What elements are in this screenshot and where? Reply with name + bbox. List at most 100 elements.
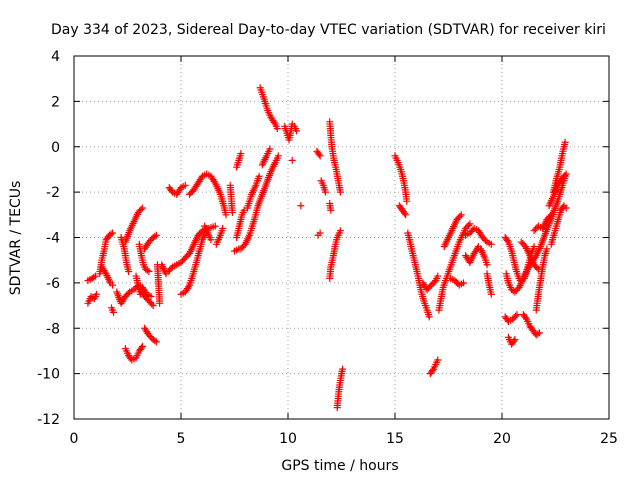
y-axis-ticks: -12 -10 -8 -6 -4 -2 0 2 4 [37,49,609,428]
data-point-marker [510,337,518,345]
data-point-marker [137,344,145,352]
data-point-marker [482,237,490,245]
data-point-marker [137,206,145,214]
y-tick-label: -8 [46,321,60,337]
data-point-marker [487,240,495,248]
data-point-marker [148,300,156,308]
data-points [84,84,570,412]
data-point-marker [109,281,117,289]
data-point-marker [149,302,157,310]
data-point-marker [297,202,305,210]
chart-title: Day 334 of 2023, Sidereal Day-to-day VTE… [51,22,606,38]
x-axis-title: GPS time / hours [281,458,398,474]
data-point-marker [547,211,555,219]
data-point-marker [145,268,153,276]
data-point-marker [219,224,227,232]
data-point-marker [211,222,219,230]
data-point-marker [152,338,160,346]
data-point-marker [152,231,160,239]
data-point-marker [167,265,175,273]
data-point-marker [273,125,281,133]
data-point-marker [522,314,530,322]
data-point-marker [464,221,472,229]
data-point-marker [562,204,570,212]
data-point-marker [425,313,433,321]
y-axis-title: SDTVAR / TECUs [8,181,24,296]
data-point-marker [266,145,274,153]
data-point-marker [255,172,263,180]
y-tick-label: 4 [51,49,60,65]
data-point-marker [107,230,115,238]
data-point-marker [147,292,155,300]
x-tick-label: 15 [386,431,404,447]
x-tick-label: 5 [177,431,186,447]
data-point-marker [434,356,442,364]
data-point-marker [561,171,569,179]
data-point-marker [316,152,324,160]
data-point-marker [181,181,189,189]
data-point-marker [109,229,117,237]
data-point-marker [512,312,520,320]
x-tick-label: 25 [600,431,618,447]
data-point-marker [546,212,554,220]
data-point-marker [511,336,519,344]
data-point-marker [403,197,411,205]
data-point-marker [336,227,344,235]
data-point-marker [222,211,230,219]
data-point-marker [543,245,551,253]
data-point-marker [101,268,109,276]
data-point-marker [534,330,542,338]
data-point-marker [125,268,133,276]
data-point-marker [434,272,442,280]
data-point-marker [110,308,118,316]
data-point-marker [315,150,323,158]
data-point-marker [559,203,567,211]
data-point-marker [428,367,436,375]
data-point-marker [90,273,98,281]
y-tick-label: -12 [37,412,60,428]
data-point-marker [401,209,409,217]
data-point-marker [562,170,570,178]
data-point-marker [316,229,324,237]
data-point-marker [288,156,296,164]
data-point-marker [459,279,467,287]
data-point-marker [228,209,236,217]
data-point-marker [466,220,474,228]
data-point-marker [327,206,335,214]
data-point-marker [530,243,538,251]
data-point-marker [483,261,491,269]
x-axis-ticks: 0 5 10 15 20 25 [70,56,618,447]
data-point-marker [151,232,159,240]
grid-lines [74,56,609,419]
data-point-marker [535,329,543,337]
data-point-marker [513,311,521,319]
data-point-marker [533,264,541,272]
x-tick-label: 10 [279,431,297,447]
data-point-marker [336,188,344,196]
data-point-marker [207,236,215,244]
data-point-marker [124,289,132,297]
data-point-marker [237,150,245,158]
y-tick-label: 0 [51,140,60,156]
data-point-marker [143,266,151,274]
data-point-marker [487,290,495,298]
data-point-marker [91,272,99,280]
data-point-marker [270,118,278,126]
data-point-marker [339,365,347,373]
data-point-marker [210,177,218,185]
data-point-marker [457,211,465,219]
data-point-marker [138,204,146,212]
y-tick-label: -4 [46,231,60,247]
y-tick-label: 2 [51,94,60,110]
y-tick-label: -6 [46,276,60,292]
data-point-marker [92,290,100,298]
data-point-marker [274,152,282,160]
data-point-marker [430,278,438,286]
data-point-marker [293,127,301,135]
data-point-marker [184,283,192,291]
data-point-marker [503,237,511,245]
data-point-marker [402,211,410,219]
data-point-marker [561,138,569,146]
x-tick-label: 20 [493,431,511,447]
